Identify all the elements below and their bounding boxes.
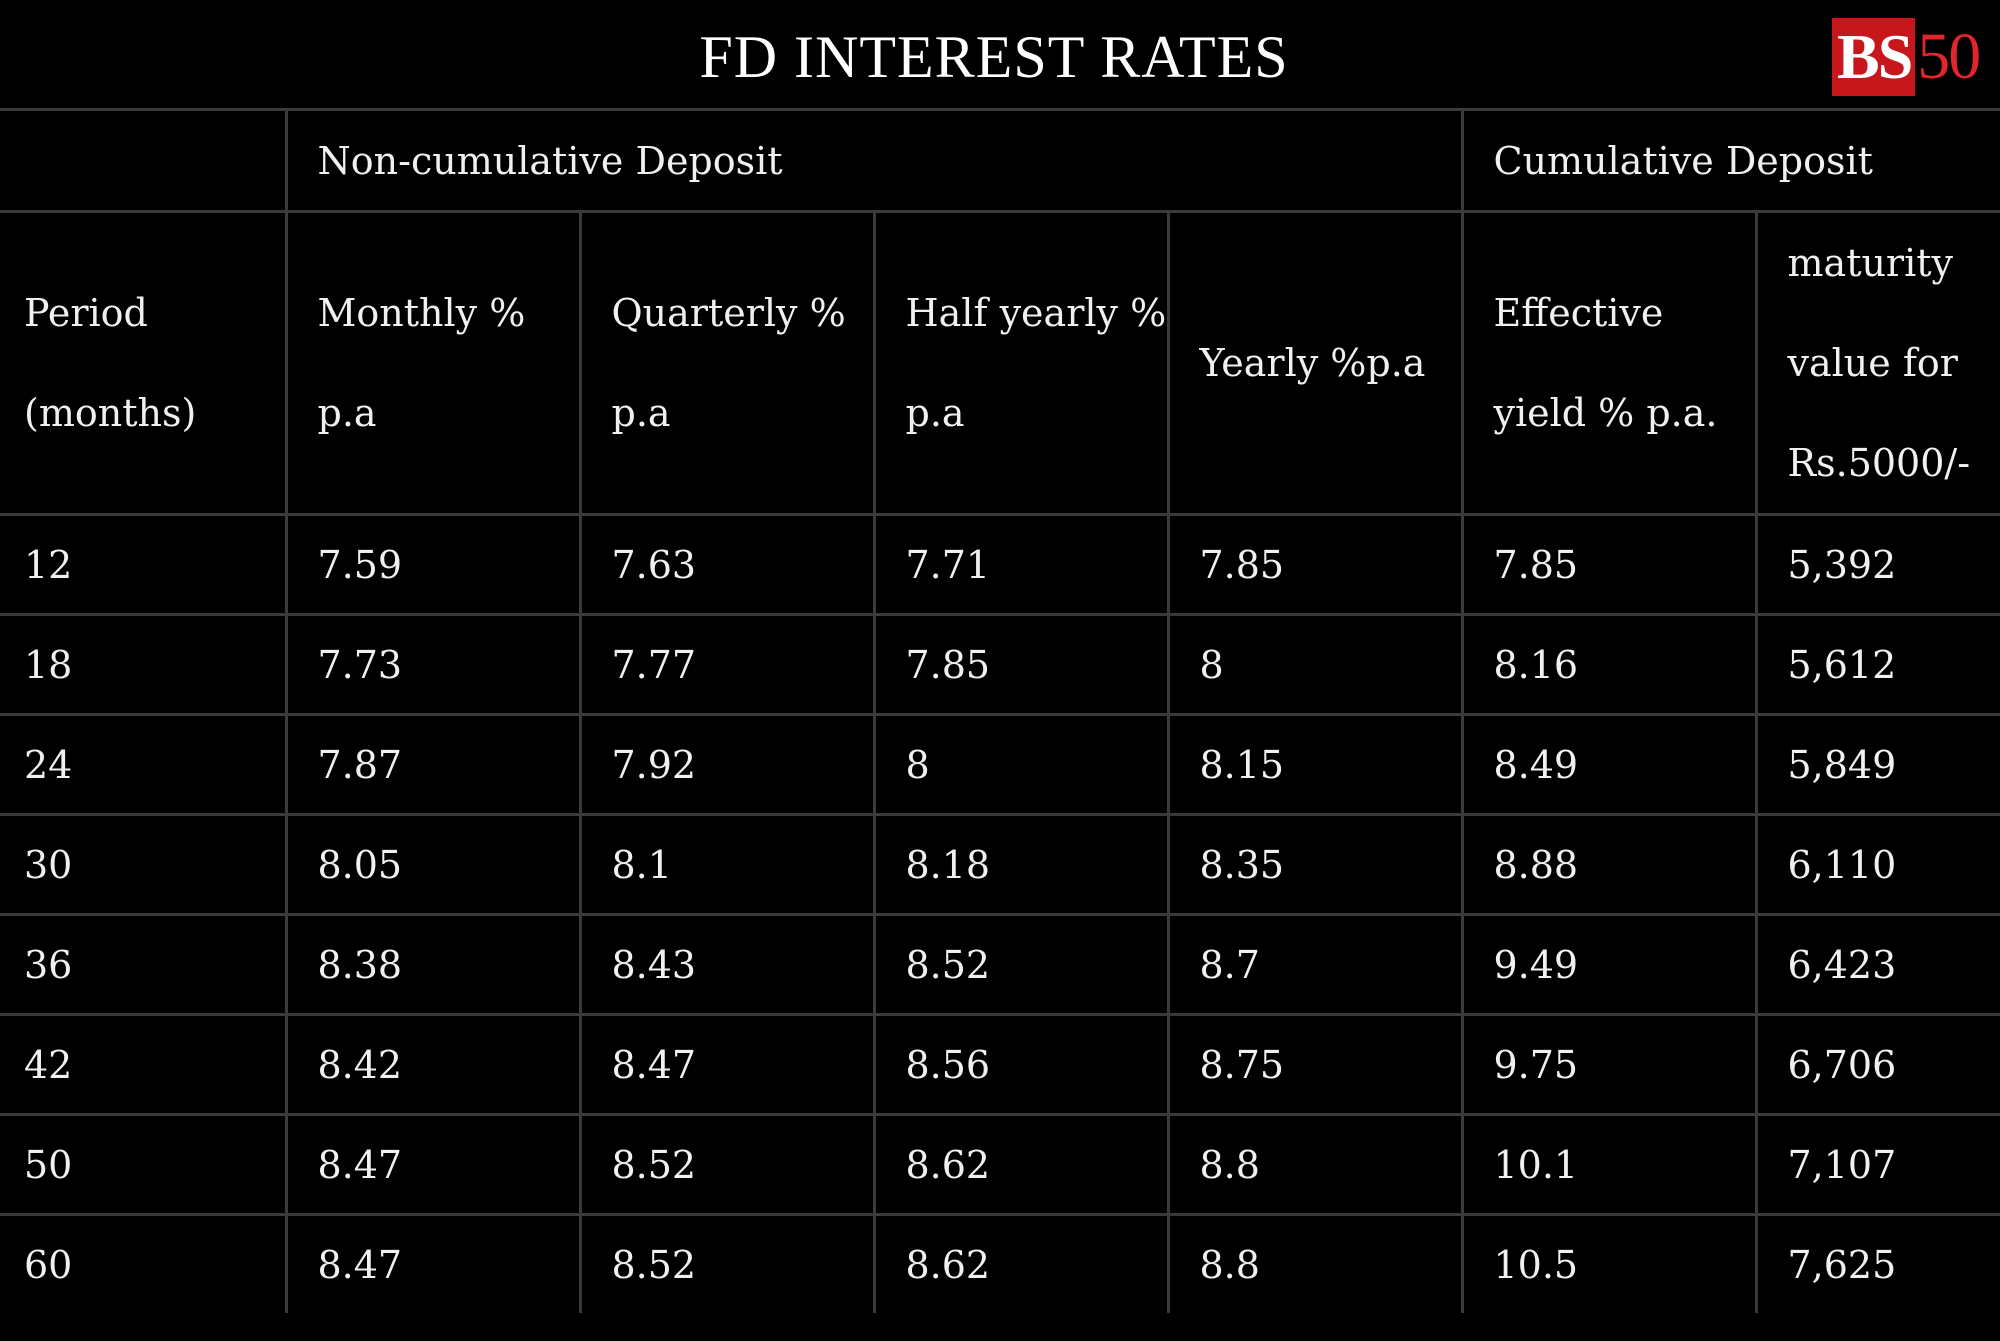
yearly-cell: 8.8: [1166, 1213, 1464, 1313]
maturity-value-cell: 7,107: [1754, 1113, 2000, 1216]
half-yearly-cell: 7.85: [872, 613, 1170, 716]
maturity-value-cell: 5,849: [1754, 713, 2000, 816]
group-header-cumulative: Cumulative Deposit: [1460, 108, 2000, 213]
half-yearly-cell: 8: [872, 713, 1170, 816]
col-header-line: Rs.5000/-: [1787, 441, 1971, 485]
bs50-logo: BS 50: [1832, 18, 1981, 96]
yearly-cell: 8.75: [1166, 1013, 1464, 1116]
col-header-line: Effective: [1493, 291, 1664, 335]
yearly-cell: 8.35: [1166, 813, 1464, 916]
col-header-monthly: Monthly % p.a: [284, 210, 582, 516]
column-header-row: Period (months) Monthly % p.a Quarterly …: [0, 210, 2000, 516]
maturity-value-cell: 6,423: [1754, 913, 2000, 1016]
col-header-line: Half yearly %: [905, 291, 1167, 335]
chart-title: FD INTEREST RATES: [699, 24, 1289, 90]
quarterly-cell: 8.1: [578, 813, 876, 916]
period-cell: 18: [0, 613, 288, 716]
half-yearly-cell: 8.52: [872, 913, 1170, 1016]
maturity-value-cell: 5,612: [1754, 613, 2000, 716]
col-header-half-yearly: Half yearly % p.a: [872, 210, 1170, 516]
maturity-value-cell: 6,110: [1754, 813, 2000, 916]
col-header-yearly: Yearly %p.a: [1166, 210, 1464, 516]
quarterly-cell: 8.52: [578, 1113, 876, 1216]
period-cell: 36: [0, 913, 288, 1016]
col-header-line: Monthly %: [317, 291, 526, 335]
logo-number-text: 50: [1917, 20, 1981, 93]
effective-yield-cell: 8.16: [1460, 613, 1758, 716]
effective-yield-cell: 10.5: [1460, 1213, 1758, 1313]
period-cell: 60: [0, 1213, 288, 1313]
quarterly-cell: 7.92: [578, 713, 876, 816]
yearly-cell: 8.15: [1166, 713, 1464, 816]
table-row: 50 8.47 8.52 8.62 8.8 10.1 7,107: [0, 1113, 2000, 1216]
col-header-line: Period: [24, 291, 148, 335]
fd-rates-table: Non-cumulative Deposit Cumulative Deposi…: [0, 108, 2000, 1313]
period-cell: 24: [0, 713, 288, 816]
col-header-line: (months): [24, 391, 197, 435]
col-header-line: yield % p.a.: [1493, 391, 1718, 435]
group-header-row: Non-cumulative Deposit Cumulative Deposi…: [0, 108, 2000, 213]
col-header-period: Period (months): [0, 210, 288, 516]
monthly-cell: 7.87: [284, 713, 582, 816]
group-header-non-cumulative: Non-cumulative Deposit: [284, 108, 1464, 213]
table-row: 60 8.47 8.52 8.62 8.8 10.5 7,625: [0, 1213, 2000, 1313]
table-row: 18 7.73 7.77 7.85 8 8.16 5,612: [0, 613, 2000, 716]
monthly-cell: 8.05: [284, 813, 582, 916]
col-header-maturity-value: maturity value for Rs.5000/-: [1754, 210, 2000, 516]
period-cell: 50: [0, 1113, 288, 1216]
logo-bs-text: BS: [1832, 18, 1916, 96]
maturity-value-cell: 5,392: [1754, 513, 2000, 616]
monthly-cell: 7.59: [284, 513, 582, 616]
col-header-line: Quarterly %: [611, 291, 846, 335]
col-header-line: p.a: [611, 391, 671, 435]
title-bar: FD INTEREST RATES BS 50: [0, 0, 2000, 108]
period-cell: 12: [0, 513, 288, 616]
half-yearly-cell: 8.62: [872, 1213, 1170, 1313]
col-header-line: p.a: [317, 391, 377, 435]
effective-yield-cell: 8.49: [1460, 713, 1758, 816]
yearly-cell: 7.85: [1166, 513, 1464, 616]
monthly-cell: 8.47: [284, 1113, 582, 1216]
monthly-cell: 8.47: [284, 1213, 582, 1313]
half-yearly-cell: 7.71: [872, 513, 1170, 616]
monthly-cell: 8.42: [284, 1013, 582, 1116]
effective-yield-cell: 10.1: [1460, 1113, 1758, 1216]
col-header-line: maturity: [1787, 241, 1954, 285]
quarterly-cell: 8.43: [578, 913, 876, 1016]
group-header-empty: [0, 108, 288, 213]
monthly-cell: 8.38: [284, 913, 582, 1016]
quarterly-cell: 8.52: [578, 1213, 876, 1313]
half-yearly-cell: 8.18: [872, 813, 1170, 916]
period-cell: 42: [0, 1013, 288, 1116]
quarterly-cell: 8.47: [578, 1013, 876, 1116]
period-cell: 30: [0, 813, 288, 916]
maturity-value-cell: 7,625: [1754, 1213, 2000, 1313]
effective-yield-cell: 9.49: [1460, 913, 1758, 1016]
col-header-quarterly: Quarterly % p.a: [578, 210, 876, 516]
col-header-line: p.a: [905, 391, 965, 435]
table-row: 24 7.87 7.92 8 8.15 8.49 5,849: [0, 713, 2000, 816]
effective-yield-cell: 9.75: [1460, 1013, 1758, 1116]
half-yearly-cell: 8.62: [872, 1113, 1170, 1216]
yearly-cell: 8.8: [1166, 1113, 1464, 1216]
effective-yield-cell: 7.85: [1460, 513, 1758, 616]
table-body: 12 7.59 7.63 7.71 7.85 7.85 5,392 18 7.73 7.77 7.8…: [0, 513, 2000, 1313]
quarterly-cell: 7.63: [578, 513, 876, 616]
half-yearly-cell: 8.56: [872, 1013, 1170, 1116]
table-row: 30 8.05 8.1 8.18 8.35 8.88 6,110: [0, 813, 2000, 916]
effective-yield-cell: 8.88: [1460, 813, 1758, 916]
quarterly-cell: 7.77: [578, 613, 876, 716]
yearly-cell: 8: [1166, 613, 1464, 716]
table-row: 12 7.59 7.63 7.71 7.85 7.85 5,392: [0, 513, 2000, 616]
table-row: 42 8.42 8.47 8.56 8.75 9.75 6,706: [0, 1013, 2000, 1116]
col-header-line: value for: [1787, 341, 1958, 385]
col-header-line: Yearly %p.a: [1199, 341, 1426, 385]
table-row: 36 8.38 8.43 8.52 8.7 9.49 6,423: [0, 913, 2000, 1016]
monthly-cell: 7.73: [284, 613, 582, 716]
yearly-cell: 8.7: [1166, 913, 1464, 1016]
col-header-effective-yield: Effective yield % p.a.: [1460, 210, 1758, 516]
maturity-value-cell: 6,706: [1754, 1013, 2000, 1116]
